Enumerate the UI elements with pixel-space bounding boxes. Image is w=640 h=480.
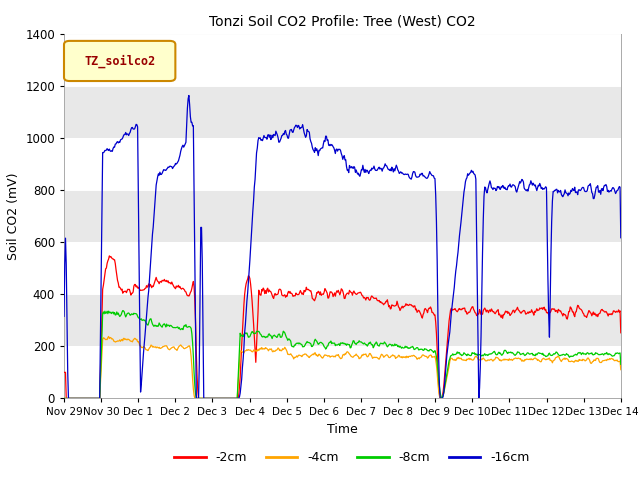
FancyBboxPatch shape [64, 41, 175, 81]
Bar [64, 294, 621, 346]
X-axis label: Time: Time [327, 423, 358, 436]
Legend: -2cm, -4cm, -8cm, -16cm: -2cm, -4cm, -8cm, -16cm [170, 446, 534, 469]
Y-axis label: Soil CO2 (mV): Soil CO2 (mV) [6, 172, 20, 260]
Title: Tonzi Soil CO2 Profile: Tree (West) CO2: Tonzi Soil CO2 Profile: Tree (West) CO2 [209, 14, 476, 28]
Bar [64, 190, 621, 242]
Bar [64, 86, 621, 138]
Text: TZ_soilco2: TZ_soilco2 [84, 54, 156, 68]
